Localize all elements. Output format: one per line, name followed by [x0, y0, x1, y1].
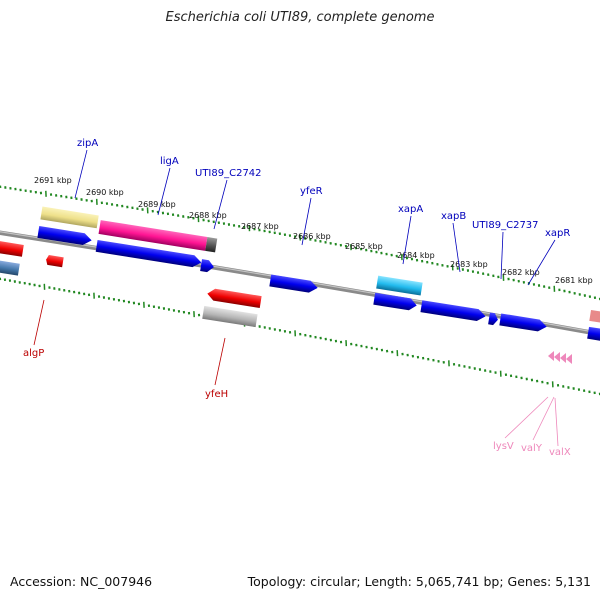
UTI89_C2742-callout-line: [213, 179, 228, 230]
algP-callout-line: [33, 299, 45, 346]
gene-label-algP: algP: [23, 348, 44, 359]
kbp-labels: 2691 kbp 2690 kbp 2689 kbp 2688 kbp 2687…: [34, 176, 593, 285]
summary-text: Topology: circular; Length: 5,065,741 bp…: [247, 574, 591, 589]
gene-left-red-arrow: [0, 240, 24, 257]
UTI89_C2737-callout-line: [500, 231, 504, 280]
lysV-callout-line: [504, 396, 549, 439]
gene-ligA-arrow: [95, 239, 202, 268]
gene-UTI89_C2737-arrow: [488, 312, 498, 326]
kbp-label-2685: 2685 kbp: [345, 242, 383, 251]
gene-left-steel-box: [0, 260, 20, 276]
gene-label-xapR: xapR: [545, 228, 570, 239]
gene-label-xapA: xapA: [398, 204, 423, 215]
inner-tick-ruler: [0, 277, 600, 396]
gene-label-zipA: zipA: [77, 138, 98, 149]
gene-label-valY: valY: [521, 443, 543, 454]
kbp-label-2689: 2689 kbp: [138, 200, 176, 209]
gene-label-xapB: xapB: [441, 211, 466, 222]
valX-callout-line: [554, 397, 559, 447]
kbp-label-2688: 2688 kbp: [189, 211, 227, 220]
gene-yfeH-grey-box: [202, 305, 258, 328]
gene-yfeR-arrow: [269, 274, 318, 293]
gene-label-lysV: lysV: [493, 441, 514, 452]
trna-lysV-valY-valX-arrows: [548, 351, 572, 364]
gene-xapA-arrow: [373, 292, 417, 311]
ligA-callout-line: [157, 167, 171, 216]
gene-algP-arrow: [46, 254, 64, 268]
kbp-label-2681: 2681 kbp: [555, 276, 593, 285]
kbp-label-2690: 2690 kbp: [86, 188, 124, 197]
accession-text: Accession: NC_007946: [10, 574, 153, 589]
gene-xapR-arrow: [499, 313, 547, 332]
valY-callout-line: [532, 396, 555, 441]
gene-label-ligA: ligA: [160, 156, 179, 167]
gene-xapA-cyan-box: [376, 275, 423, 296]
gene-UTI89_C2742-arrow: [200, 259, 214, 273]
gene-ligA-box: [98, 220, 218, 253]
gene-zipA-box: [40, 206, 99, 229]
map-title: Escherichia coli UTI89, complete genome: [165, 10, 435, 25]
gene-label-UTI89_C2737: UTI89_C2737: [472, 220, 539, 231]
yfeR-callout-line: [301, 197, 312, 246]
kbp-label-2691: 2691 kbp: [34, 176, 72, 185]
xapR-callout-line: [527, 239, 556, 286]
yfeH-callout-line: [214, 337, 226, 386]
kbp-label-2682: 2682 kbp: [502, 268, 540, 277]
xapB-callout-line: [452, 222, 461, 273]
zipA-callout-line: [74, 149, 88, 199]
gene-yfeH-red-arrow: [207, 288, 262, 308]
gene-label-yfeR: yfeR: [300, 186, 323, 197]
gene-label-yfeH: yfeH: [205, 389, 228, 400]
gene-label-valX: valX: [549, 447, 571, 458]
kbp-label-2687: 2687 kbp: [241, 222, 279, 231]
kbp-label-2683: 2683 kbp: [450, 260, 488, 269]
gene-zipA-arrow: [37, 226, 92, 246]
gene-right-edge-arrow: [587, 326, 600, 342]
gene-edge-pink-box: [589, 309, 600, 324]
xapA-callout-line: [402, 215, 412, 265]
outer-tick-ruler: [0, 185, 600, 301]
gene-xapB-arrow: [420, 300, 486, 321]
kbp-label-2686: 2686 kbp: [293, 232, 331, 241]
gene-label-UTI89_C2742: UTI89_C2742: [195, 168, 262, 179]
kbp-label-2684: 2684 kbp: [397, 251, 435, 260]
